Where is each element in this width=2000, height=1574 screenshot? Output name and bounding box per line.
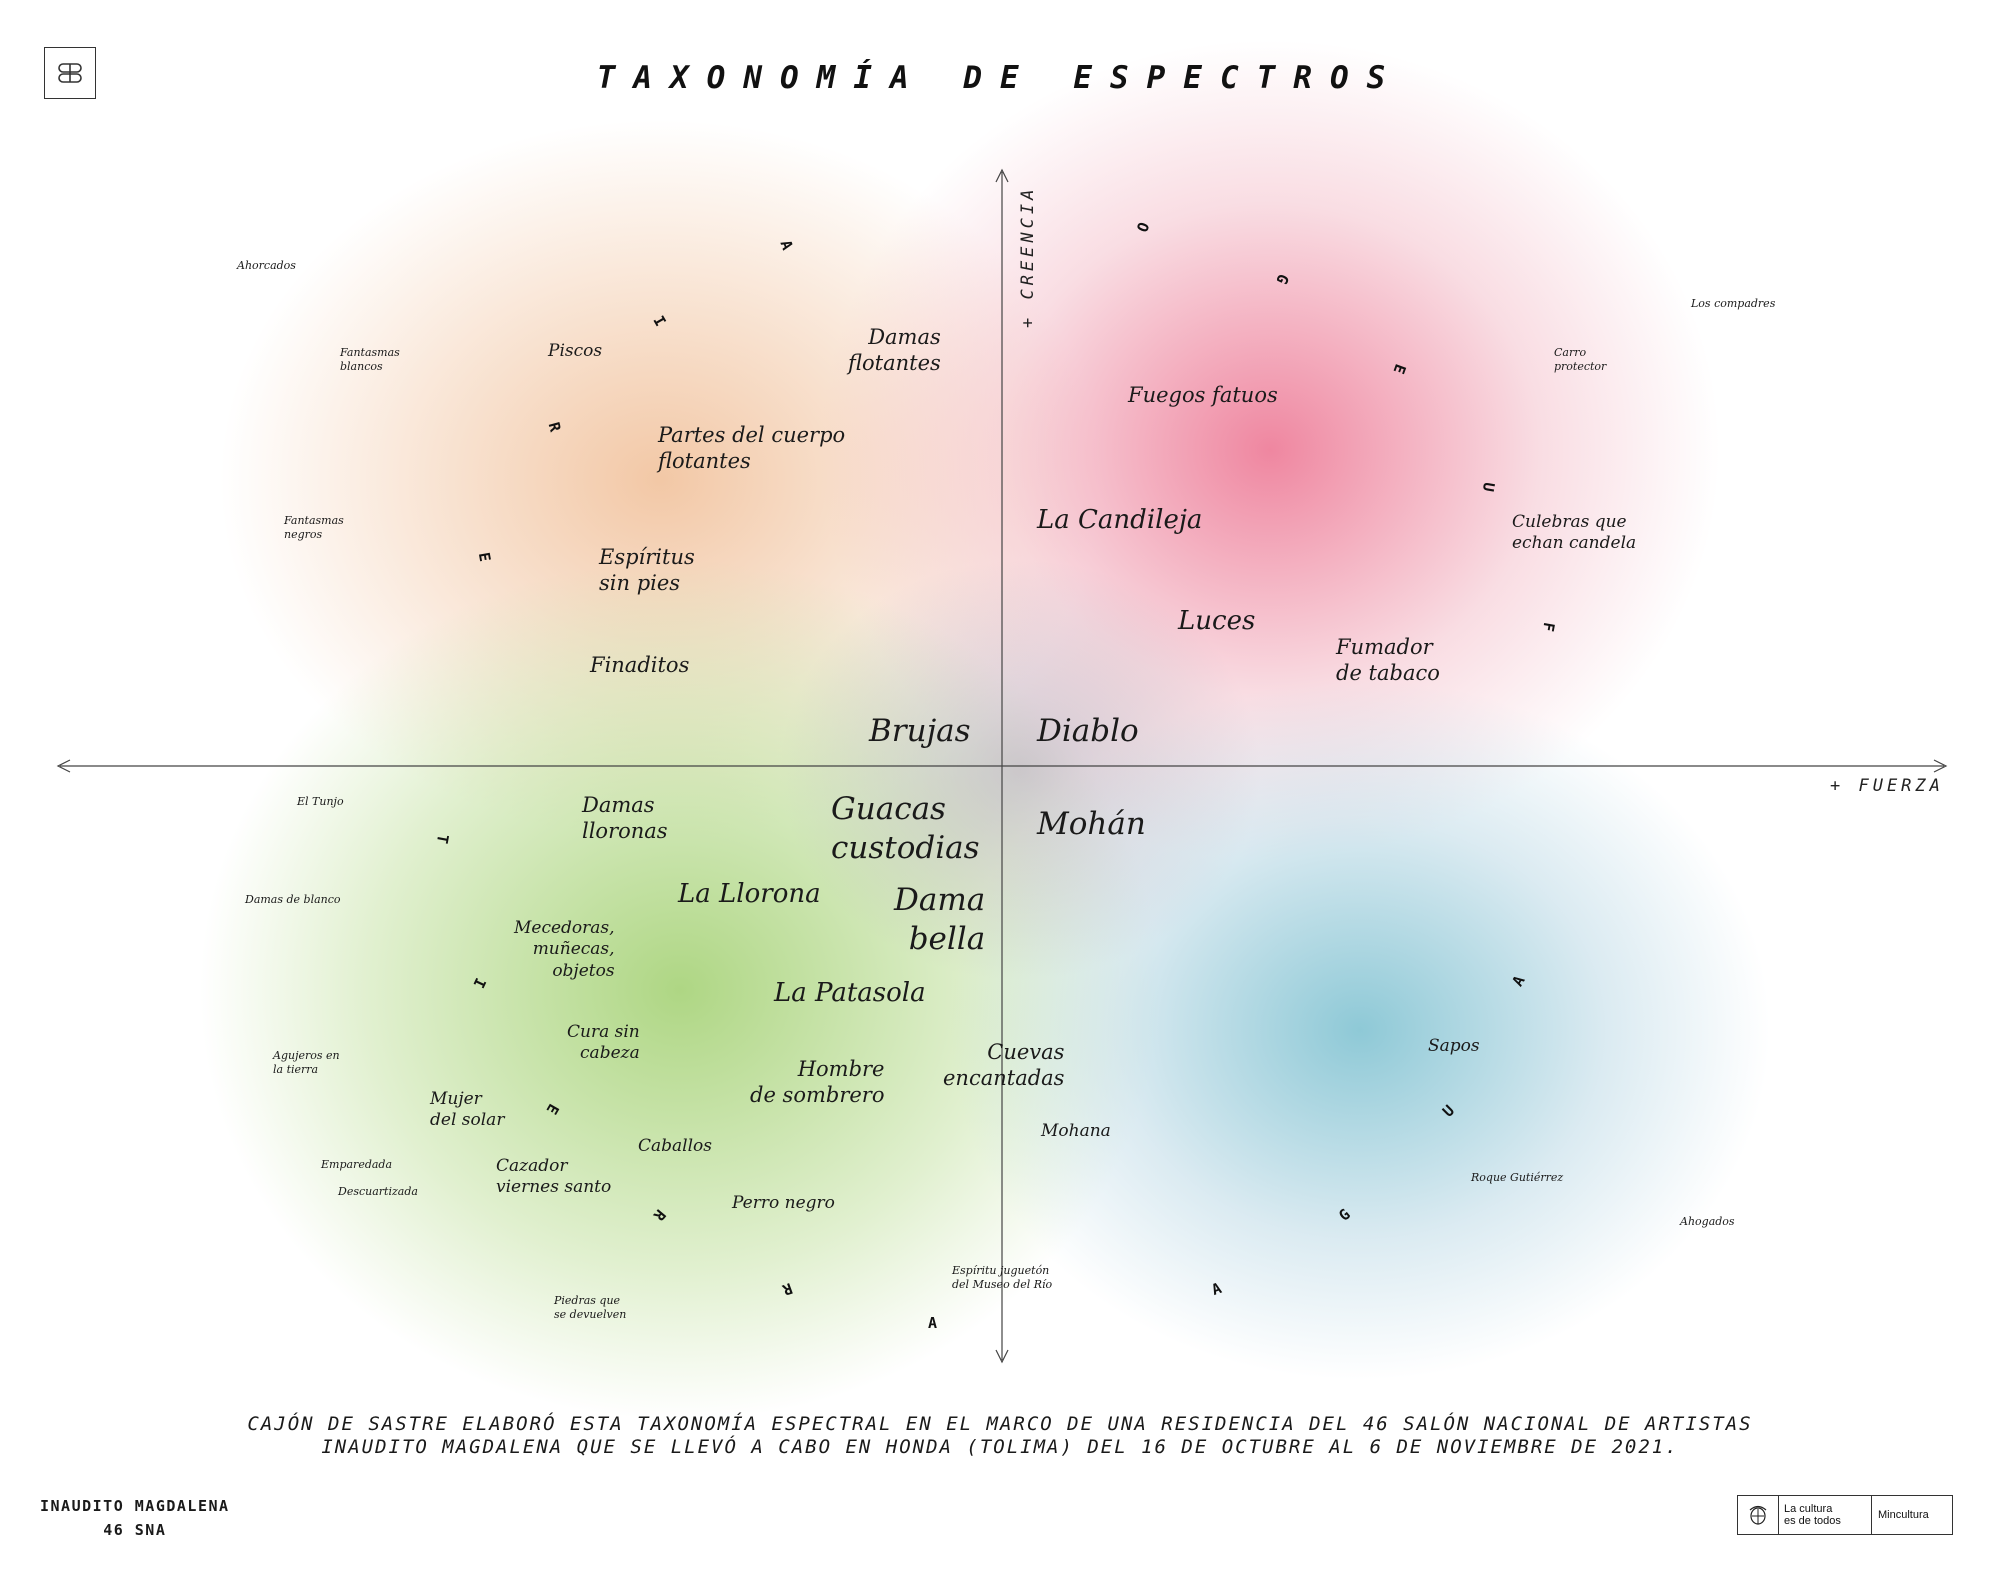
- sponsor-logo: La cultura es de todos Mincultura: [1737, 1495, 1953, 1535]
- diagram-title: TAXONOMÍA DE ESPECTROS: [596, 60, 1404, 96]
- x-axis-label: + FUERZA: [1830, 776, 1944, 796]
- label-fuegos-fatuos: Fuegos fatuos: [1128, 383, 1278, 407]
- label-brujas: Brujas: [869, 713, 971, 749]
- label-la-candileja: La Candileja: [1037, 505, 1203, 535]
- label-hombre-sombrero: Hombre de sombrero: [750, 1057, 885, 1108]
- label-piscos: Piscos: [548, 341, 603, 361]
- sponsor-divider: [1778, 1496, 1779, 1534]
- infinity-knot-icon: [58, 63, 82, 83]
- y-axis-label: + CREENCIA: [1018, 185, 1038, 328]
- brand-line-1: INAUDITO MAGDALENA: [40, 1497, 230, 1515]
- sponsor-name: Mincultura: [1878, 1509, 1929, 1521]
- label-mohana: Mohana: [1041, 1121, 1111, 1141]
- label-emparedada: Emparedada: [321, 1158, 393, 1171]
- label-sapos: Sapos: [1428, 1036, 1480, 1056]
- label-los-compadres: Los compadres: [1691, 297, 1776, 310]
- label-mujer-solar: Mujer del solar: [430, 1089, 505, 1131]
- label-caballos: Caballos: [638, 1136, 712, 1156]
- label-el-tunjo: El Tunjo: [297, 795, 344, 808]
- label-cazador: Cazador viernes santo: [496, 1156, 612, 1198]
- label-culebras: Culebras que echan candela: [1512, 512, 1637, 554]
- logo: [44, 47, 96, 99]
- label-luces: Luces: [1178, 606, 1256, 636]
- label-cuevas: Cuevas encantadas: [943, 1040, 1065, 1091]
- label-carro-protector: Carro protector: [1554, 346, 1607, 373]
- label-dama-bella: Dama bella: [894, 882, 986, 957]
- footnote-line-1: CAJÓN DE SASTRE ELABORÓ ESTA TAXONOMÍA E…: [247, 1413, 1753, 1435]
- label-cura-sin-cabeza: Cura sin cabeza: [567, 1022, 640, 1064]
- label-la-patasola: La Patasola: [774, 978, 926, 1008]
- label-partes-cuerpo: Partes del cuerpo flotantes: [658, 423, 846, 474]
- label-descuartizada: Descuartizada: [338, 1185, 418, 1198]
- label-ahogados: Ahogados: [1680, 1215, 1735, 1228]
- label-ahorcados: Ahorcados: [237, 259, 296, 272]
- label-fantasmas-negros: Fantasmas negros: [284, 514, 344, 541]
- brand-line-2: 46 SNA: [103, 1521, 167, 1539]
- label-damas-de-blanco: Damas de blanco: [245, 893, 341, 906]
- brand-block: INAUDITO MAGDALENA 46 SNA: [40, 1494, 230, 1542]
- label-guacas: Guacas custodias: [831, 791, 980, 866]
- label-fantasmas-blancos: Fantasmas blancos: [340, 346, 400, 373]
- label-agujeros: Agujeros en la tierra: [273, 1049, 340, 1076]
- label-damas-lloronas: Damas lloronas: [582, 793, 668, 844]
- label-roque: Roque Gutiérrez: [1471, 1171, 1564, 1184]
- colombia-seal-icon: [1749, 1505, 1767, 1525]
- sponsor-slogan: La cultura es de todos: [1784, 1503, 1841, 1527]
- y-axis: [995, 168, 1009, 1364]
- footnote: CAJÓN DE SASTRE ELABORÓ ESTA TAXONOMÍA E…: [0, 1413, 2000, 1459]
- label-finaditos: Finaditos: [590, 653, 690, 677]
- label-espiritu-jugueton: Espíritu juguetón del Museo del Río: [952, 1264, 1053, 1291]
- label-piedras: Piedras que se devuelven: [554, 1294, 627, 1321]
- label-fumador: Fumador de tabaco: [1336, 635, 1440, 686]
- label-la-llorona: La Llorona: [678, 879, 821, 909]
- label-espiritus-sin-pies: Espíritus sin pies: [599, 545, 695, 596]
- label-mohan: Mohán: [1037, 806, 1146, 842]
- label-damas-flotantes: Damas flotantes: [848, 325, 941, 376]
- sponsor-divider: [1871, 1496, 1872, 1534]
- footnote-line-2: INAUDITO MAGDALENA QUE SE LLEVÓ A CABO E…: [321, 1436, 1679, 1458]
- label-diablo: Diablo: [1037, 713, 1139, 749]
- label-perro-negro: Perro negro: [732, 1193, 835, 1213]
- label-mecedoras: Mecedoras, muñecas, objetos: [514, 918, 615, 981]
- earth-letter-a: A: [928, 1314, 938, 1332]
